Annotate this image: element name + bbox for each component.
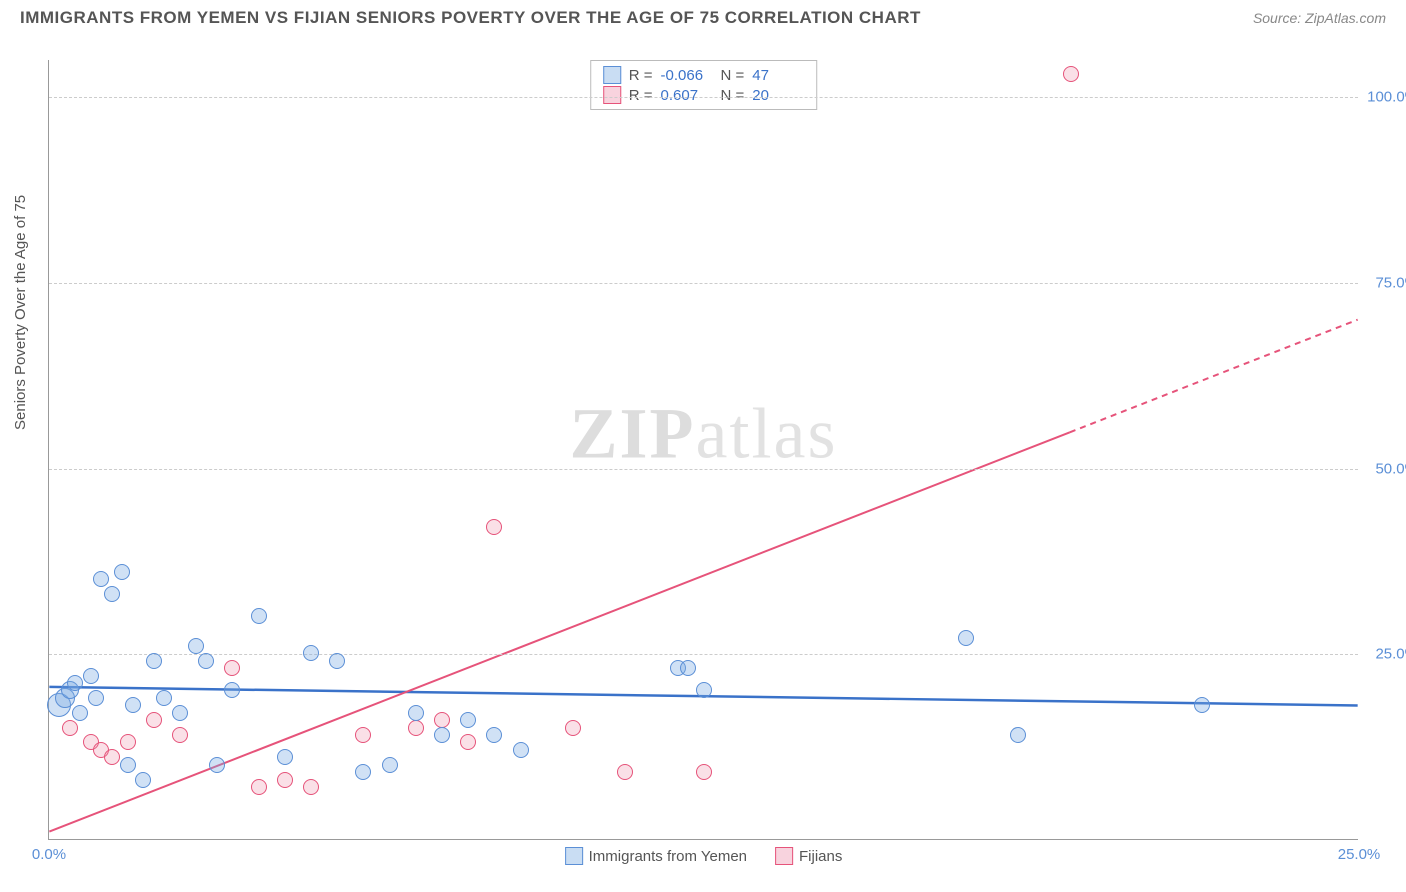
source-credit: Source: ZipAtlas.com: [1253, 10, 1386, 26]
data-point-blue: [172, 705, 188, 721]
data-point-blue: [355, 764, 371, 780]
r-value: -0.066: [661, 67, 713, 84]
trend-line: [1070, 320, 1358, 433]
data-point-pink: [460, 734, 476, 750]
data-point-blue: [120, 757, 136, 773]
trend-line: [49, 432, 1069, 831]
data-point-pink: [251, 779, 267, 795]
y-tick-label: 50.0%: [1375, 460, 1406, 477]
y-axis-label: Seniors Poverty Over the Age of 75: [12, 195, 29, 430]
data-point-pink: [617, 764, 633, 780]
data-point-blue: [696, 682, 712, 698]
data-point-blue: [114, 564, 130, 580]
legend-item-pink: Fijians: [775, 847, 842, 865]
data-point-blue: [188, 638, 204, 654]
data-point-blue: [680, 660, 696, 676]
data-point-pink: [408, 720, 424, 736]
r-label: R =: [629, 67, 653, 84]
data-point-blue: [382, 757, 398, 773]
data-point-blue: [72, 705, 88, 721]
chart-title: IMMIGRANTS FROM YEMEN VS FIJIAN SENIORS …: [20, 8, 921, 28]
data-point-blue: [513, 742, 529, 758]
data-point-blue: [277, 749, 293, 765]
data-point-pink: [224, 660, 240, 676]
data-point-pink: [146, 712, 162, 728]
data-point-blue: [83, 668, 99, 684]
data-point-blue: [251, 608, 267, 624]
legend-item-blue: Immigrants from Yemen: [565, 847, 747, 865]
data-point-blue: [958, 630, 974, 646]
n-label: N =: [721, 67, 745, 84]
grid-line: [49, 469, 1358, 470]
data-point-pink: [486, 519, 502, 535]
stats-row-pink: R = 0.607 N = 20: [603, 85, 805, 105]
scatter-chart: ZIPatlas R = -0.066 N = 47 R = 0.607 N =…: [48, 60, 1358, 840]
data-point-blue: [125, 697, 141, 713]
data-point-blue: [156, 690, 172, 706]
legend-label: Immigrants from Yemen: [589, 848, 747, 865]
data-point-blue: [135, 772, 151, 788]
swatch-blue-icon: [565, 847, 583, 865]
data-point-pink: [172, 727, 188, 743]
y-tick-label: 100.0%: [1367, 89, 1406, 106]
grid-line: [49, 97, 1358, 98]
data-point-pink: [120, 734, 136, 750]
swatch-pink-icon: [603, 86, 621, 104]
r-value: 0.607: [661, 87, 713, 104]
data-point-blue: [460, 712, 476, 728]
y-tick-label: 75.0%: [1375, 274, 1406, 291]
data-point-blue: [1010, 727, 1026, 743]
data-point-pink: [696, 764, 712, 780]
data-point-pink: [277, 772, 293, 788]
data-point-blue: [93, 571, 109, 587]
swatch-blue-icon: [603, 66, 621, 84]
n-value: 20: [752, 87, 804, 104]
trend-lines-svg: [49, 60, 1358, 839]
x-tick-label: 25.0%: [1338, 846, 1381, 863]
y-tick-label: 25.0%: [1375, 646, 1406, 663]
data-point-blue: [104, 586, 120, 602]
data-point-blue: [146, 653, 162, 669]
data-point-blue: [408, 705, 424, 721]
n-value: 47: [752, 67, 804, 84]
data-point-blue: [209, 757, 225, 773]
data-point-pink: [62, 720, 78, 736]
data-point-blue: [486, 727, 502, 743]
grid-line: [49, 283, 1358, 284]
n-label: N =: [721, 87, 745, 104]
data-point-blue: [434, 727, 450, 743]
data-point-pink: [434, 712, 450, 728]
data-point-blue: [303, 645, 319, 661]
data-point-pink: [303, 779, 319, 795]
grid-line: [49, 654, 1358, 655]
data-point-pink: [565, 720, 581, 736]
swatch-pink-icon: [775, 847, 793, 865]
r-label: R =: [629, 87, 653, 104]
data-point-pink: [355, 727, 371, 743]
data-point-blue: [1194, 697, 1210, 713]
data-point-pink: [104, 749, 120, 765]
data-point-blue: [329, 653, 345, 669]
x-tick-label: 0.0%: [32, 846, 66, 863]
data-point-blue: [224, 682, 240, 698]
data-point-blue: [88, 690, 104, 706]
data-point-blue: [198, 653, 214, 669]
stats-row-blue: R = -0.066 N = 47: [603, 65, 805, 85]
chart-header: IMMIGRANTS FROM YEMEN VS FIJIAN SENIORS …: [0, 0, 1406, 32]
legend-label: Fijians: [799, 848, 842, 865]
data-point-blue: [67, 675, 83, 691]
series-legend: Immigrants from Yemen Fijians: [565, 847, 843, 865]
stats-legend: R = -0.066 N = 47 R = 0.607 N = 20: [590, 60, 818, 110]
data-point-pink: [1063, 66, 1079, 82]
